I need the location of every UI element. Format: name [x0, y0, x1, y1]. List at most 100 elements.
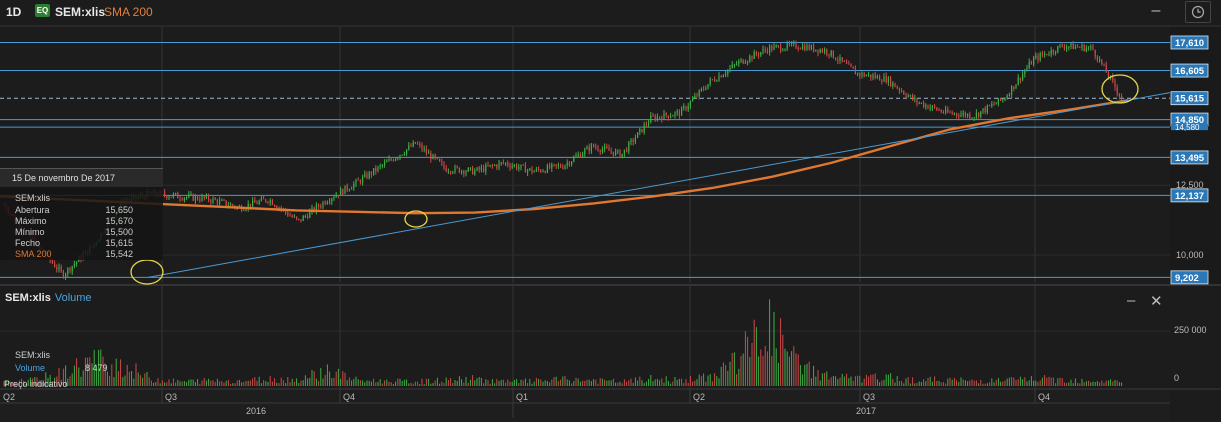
candle-body — [443, 163, 445, 168]
candle-body — [1044, 53, 1046, 55]
candle-body — [575, 155, 577, 158]
candle-body — [348, 189, 350, 191]
volume-indicator-label[interactable]: Volume — [54, 292, 92, 304]
candle-body — [890, 77, 892, 86]
tooltip-label: Máximo — [15, 216, 47, 226]
candle-body — [507, 162, 509, 166]
candle-body — [599, 150, 601, 152]
candle-body — [423, 148, 425, 150]
candle-body — [645, 124, 647, 126]
candle-body — [991, 104, 993, 106]
candle-body — [388, 159, 390, 162]
candle-body — [447, 171, 449, 173]
candle-body — [276, 206, 278, 209]
symbol-label[interactable]: SEM:xlis — [55, 5, 106, 19]
candle-body — [705, 88, 707, 90]
candle-body — [62, 270, 64, 278]
volume-minimize-icon[interactable]: – — [1127, 292, 1136, 309]
candle-body — [590, 144, 592, 152]
price-level-label: 17,610 — [1175, 38, 1204, 49]
timeframe-label[interactable]: 1D — [6, 5, 22, 19]
candle-body — [632, 139, 634, 143]
candle-body — [868, 74, 870, 76]
candle-body — [993, 104, 995, 106]
minimize-icon[interactable]: – — [1151, 2, 1161, 19]
candle-body — [520, 164, 522, 168]
candle-body — [729, 67, 731, 70]
candle-body — [870, 74, 872, 78]
candle-body — [582, 154, 584, 158]
clock-button[interactable] — [1185, 1, 1211, 23]
candle-body — [848, 63, 850, 65]
candle-body — [692, 98, 694, 102]
candle-body — [1116, 87, 1118, 94]
candle-body — [782, 50, 784, 52]
volume-tick-label: 250 000 — [1174, 325, 1207, 335]
candle-body — [329, 201, 331, 203]
candle-body — [907, 95, 909, 97]
candle-body — [425, 148, 427, 154]
candle-body — [1121, 96, 1123, 100]
candle-body — [947, 109, 949, 113]
candle-body — [1048, 54, 1050, 56]
candle-body — [916, 98, 918, 103]
candle-body — [533, 171, 535, 173]
candle-body — [980, 111, 982, 117]
tooltip-label: Fecho — [15, 238, 41, 248]
candle-body — [749, 56, 751, 62]
trendline — [147, 92, 1171, 278]
candle-body — [500, 162, 502, 164]
candle-body — [995, 103, 997, 105]
candle-body — [648, 122, 650, 125]
volume-symbol-label[interactable]: SEM:xlis — [5, 292, 51, 304]
candle-body — [1030, 61, 1032, 65]
candle-body — [456, 166, 458, 168]
candle-body — [67, 268, 69, 275]
candle-body — [925, 105, 927, 107]
candle-body — [230, 204, 232, 206]
candle-body — [850, 63, 852, 67]
candle-body — [621, 153, 623, 158]
candle-body — [551, 164, 553, 169]
candle-body — [65, 274, 67, 278]
candle-body — [685, 106, 687, 110]
candle-body — [1103, 64, 1105, 66]
candle-body — [804, 45, 806, 51]
candle-body — [1088, 47, 1090, 49]
candle-body — [696, 95, 698, 97]
candle-body — [837, 59, 839, 61]
candle-body — [1099, 59, 1101, 61]
candle-body — [892, 82, 894, 86]
candle-body — [309, 211, 311, 218]
candle-body — [795, 42, 797, 49]
candle-body — [714, 79, 716, 82]
candle-body — [355, 179, 357, 184]
candle-body — [971, 117, 973, 119]
candle-body — [863, 72, 865, 77]
candle-body — [964, 112, 966, 117]
sma-indicator-label[interactable]: SMA 200 — [104, 5, 153, 19]
price-level-box — [1170, 270, 1209, 285]
candle-body — [573, 157, 575, 162]
candle-body — [190, 194, 192, 196]
volume-close-icon[interactable]: ✕ — [1150, 293, 1163, 310]
candle-body — [58, 266, 60, 270]
tooltip-row: Máximo 15,670 — [0, 216, 163, 227]
candle-body — [458, 167, 460, 173]
candle-body — [654, 116, 656, 120]
candle-body — [604, 146, 606, 150]
candle-body — [720, 75, 722, 78]
candle-body — [304, 216, 306, 218]
candle-body — [364, 173, 366, 177]
candle-body — [1019, 77, 1021, 81]
candle-body — [498, 162, 500, 168]
candle-body — [370, 172, 372, 175]
candle-body — [896, 87, 898, 89]
candle-body — [439, 158, 441, 162]
candle-body — [766, 50, 768, 53]
candle-body — [485, 164, 487, 172]
candle-body — [909, 95, 911, 97]
candle-body — [634, 138, 636, 143]
candle-body — [667, 115, 669, 118]
candle-body — [788, 43, 790, 45]
